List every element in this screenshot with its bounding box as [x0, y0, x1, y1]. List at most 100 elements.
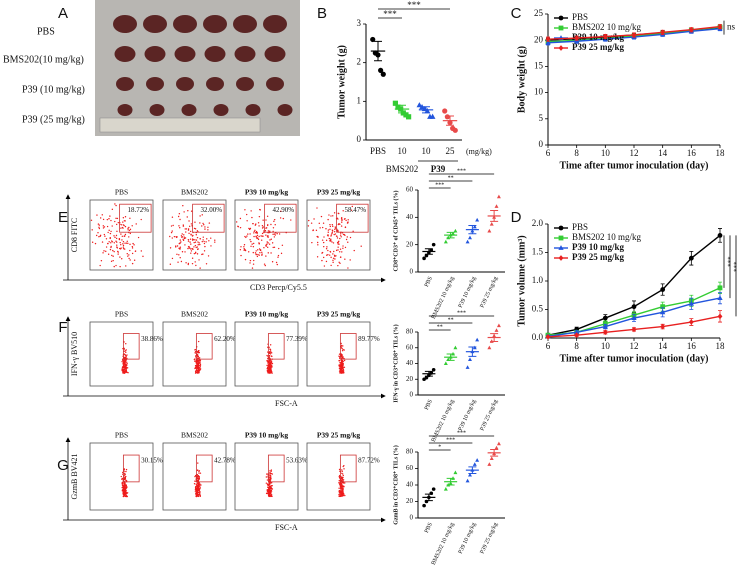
event-dot [269, 487, 272, 490]
event-dot [107, 242, 109, 245]
y-tick-label: 40 [406, 481, 414, 489]
event-dot [115, 264, 117, 267]
event-dot [119, 265, 121, 268]
event-dot [347, 241, 349, 243]
marker [465, 365, 470, 369]
event-dot [248, 227, 250, 230]
event-dot [337, 249, 339, 251]
gate [339, 454, 357, 483]
event-dot [195, 493, 197, 495]
marker [475, 217, 480, 222]
plot-title: P39 10 mg/kg [245, 310, 289, 319]
event-dot [273, 218, 276, 221]
event-dot [269, 494, 271, 496]
y-tick-label: 0 [357, 134, 362, 144]
event-dot [276, 233, 278, 235]
event-dot [261, 254, 263, 256]
plot-title: P39 10 mg/kg [245, 188, 289, 197]
marker [472, 224, 477, 229]
event-dot [196, 253, 199, 255]
event-dot [124, 485, 127, 487]
event-dot [270, 366, 272, 369]
event-dot [101, 214, 103, 216]
marker [431, 487, 436, 491]
event-dot [122, 359, 125, 362]
event-dot [187, 240, 190, 242]
event-dot [187, 262, 190, 265]
event-dot [197, 248, 199, 251]
event-dot [250, 240, 252, 243]
event-dot [171, 257, 174, 260]
event-dot [247, 233, 249, 235]
event-dot [337, 264, 339, 267]
event-dot [202, 253, 204, 255]
event-dot [108, 241, 110, 243]
event-dot [341, 490, 343, 492]
event-dot [97, 232, 99, 234]
event-dot [102, 218, 105, 221]
event-dot [338, 487, 340, 489]
event-dot [186, 216, 188, 218]
event-dot [263, 230, 265, 232]
event-dot [333, 230, 336, 233]
y-tick-label: 80 [406, 328, 414, 336]
event-dot [261, 224, 264, 227]
event-dot [342, 490, 344, 493]
marker [403, 112, 409, 118]
event-dot [123, 360, 126, 363]
event-dot [198, 368, 200, 371]
event-dot [123, 372, 126, 374]
event-dot [113, 250, 115, 253]
event-dot [111, 225, 113, 227]
event-dot [274, 224, 276, 226]
event-dot [142, 255, 144, 258]
event-dot [199, 359, 202, 362]
event-dot [197, 482, 200, 485]
event-dot [322, 222, 325, 224]
marker [487, 462, 492, 466]
event-dot [341, 216, 343, 219]
event-dot [183, 236, 186, 238]
event-dot [272, 246, 274, 249]
event-dot [195, 369, 197, 372]
event-dot [188, 232, 190, 235]
marker [545, 333, 551, 340]
event-dot [180, 260, 183, 263]
significance-label: *** [457, 430, 466, 436]
event-dot [198, 259, 200, 261]
gate-percent: 58.47% [345, 206, 367, 214]
event-dot [124, 493, 126, 496]
event-dot [128, 254, 130, 256]
panel-letter: G [57, 457, 69, 474]
event-dot [214, 241, 216, 243]
event-dot [345, 219, 347, 222]
event-dot [116, 217, 119, 220]
event-dot [332, 242, 335, 244]
event-dot [261, 227, 264, 229]
event-dot [194, 349, 196, 351]
event-dot [255, 250, 257, 252]
event-dot [120, 224, 123, 226]
event-dot [197, 495, 200, 497]
event-dot [117, 221, 120, 224]
tumor [176, 77, 194, 91]
event-dot [265, 219, 267, 221]
event-dot [342, 486, 345, 488]
event-dot [210, 245, 212, 247]
event-dot [325, 239, 328, 242]
event-dot [340, 225, 343, 227]
significance-label: ** [448, 317, 454, 323]
event-dot [257, 238, 260, 241]
marker [545, 36, 551, 43]
event-dot [341, 371, 343, 373]
event-dot [99, 234, 102, 236]
panel-letter: D [511, 209, 522, 226]
y-axis-label: CD8⁺CD3⁺ of CD45⁺ TILs (%) [392, 190, 399, 271]
marker [545, 39, 551, 45]
y-axis-label: GzmB in CD3⁺CD8⁺ TILs (%) [392, 445, 399, 525]
event-dot [124, 354, 127, 356]
event-dot [122, 224, 125, 226]
x-tick-label: 12 [630, 341, 639, 351]
tumor [206, 77, 224, 91]
event-dot [189, 238, 192, 240]
